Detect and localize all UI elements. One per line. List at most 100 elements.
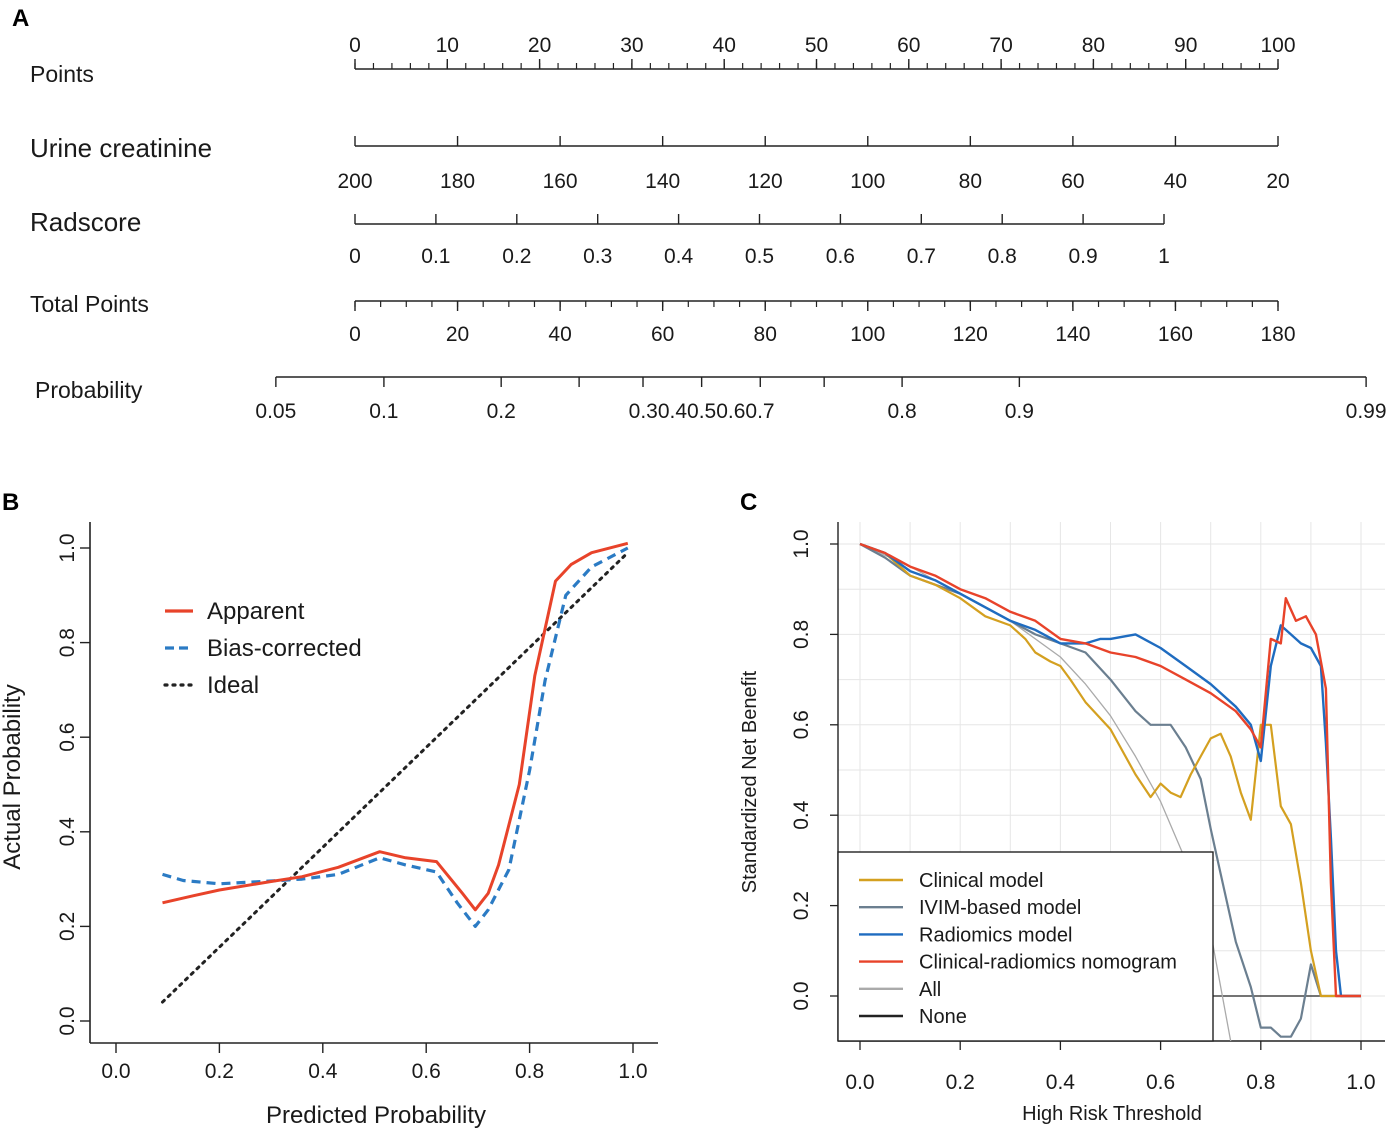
- nomogram-tick-label: 0.5: [745, 245, 774, 268]
- c-series-clinical-radiomics-nomogram: [859, 542, 1361, 998]
- nomogram-tick-label: 0: [349, 323, 361, 346]
- nomogram-tick-label: 40: [1164, 170, 1187, 193]
- c-x-tick-label: 0.6: [1146, 1071, 1175, 1094]
- nomogram-tick-label: 0.2: [487, 400, 516, 423]
- nomogram-tick-label: 80: [1082, 34, 1105, 57]
- c-legend-box: [837, 851, 1214, 1042]
- nomogram-tick-label: 80: [959, 170, 982, 193]
- c-y-tick-label: 1.0: [790, 529, 813, 558]
- nomogram-tick-label: 0.6: [826, 245, 855, 268]
- b-series-ideal: [161, 551, 630, 1004]
- nomogram-tick-label: 40: [548, 323, 571, 346]
- nomogram-tick-label: 60: [897, 34, 920, 57]
- c-series-radiomics-model: [859, 542, 1361, 998]
- c-legend-label: Clinical-radiomics nomogram: [919, 952, 1177, 974]
- c-x-tick-label: 0.0: [845, 1071, 874, 1094]
- c-x-tick-label: 0.8: [1246, 1071, 1275, 1094]
- nomogram-tick-label: 100: [1260, 34, 1295, 57]
- nomogram-tick-label: 60: [1061, 170, 1084, 193]
- nomogram-tick-label: 160: [1158, 323, 1193, 346]
- c-x-tick-label: 0.2: [946, 1071, 975, 1094]
- b-y-tick-label: 0.4: [56, 817, 79, 847]
- nomogram-tick-label: 0.9: [1005, 400, 1034, 423]
- nomogram-tick-label: 200: [337, 170, 372, 193]
- nomogram-tick-label: 80: [754, 323, 777, 346]
- c-y-tick-label: 0.4: [790, 800, 813, 830]
- c-y-axis-title: Standardized Net Benefit: [739, 670, 761, 893]
- b-x-tick-label: 0.2: [205, 1060, 234, 1083]
- nomogram-tick-label: 0: [349, 245, 361, 268]
- b-y-tick-label: 0.2: [56, 912, 79, 941]
- b-legend-label: Bias-corrected: [207, 635, 362, 662]
- panel-a-label: A: [12, 5, 29, 32]
- b-x-axis-title: Predicted Probability: [266, 1102, 486, 1129]
- nomogram-tick-label: 140: [1055, 323, 1090, 346]
- decision-curve-panel: 0.0 0.2 0.4 0.6 0.8 1.0 0.0 0.2 0.4 0.6 0.8 1.0 High…: [739, 522, 1385, 1125]
- c-y-tick-label: 0.6: [790, 710, 813, 739]
- c-legend-label: None: [919, 1006, 967, 1028]
- calibration-panel: 0.0 0.2 0.4 0.6 0.8 1.0 0.0 0.2 0.4 0.6 0.8 1.0 Pred…: [0, 522, 658, 1129]
- b-series-apparent: [162, 541, 629, 912]
- nomogram-tick-label: 40: [713, 34, 736, 57]
- nomogram-tick-label: 100: [850, 170, 885, 193]
- c-legend-label: Radiomics model: [919, 924, 1072, 946]
- nomogram-tick-label: 20: [1266, 170, 1289, 193]
- nomogram-tick-label: 50: [805, 34, 828, 57]
- b-y-axis-title: Actual Probability: [0, 684, 26, 869]
- b-x-tick-label: 0.8: [515, 1060, 544, 1083]
- nomogram-tick-label: 0.9: [1068, 245, 1097, 268]
- nomogram-tick-label: 0.1: [421, 245, 450, 268]
- nomogram-tick-label: 0.30.40.50.60.7: [629, 400, 775, 423]
- nomogram-tick-label: 120: [748, 170, 783, 193]
- nomogram-tick-label: 0.8: [988, 245, 1017, 268]
- b-x-tick-label: 0.6: [412, 1060, 441, 1083]
- nomogram-tick-label: 0.3: [583, 245, 612, 268]
- c-legend-label: IVIM-based model: [919, 897, 1081, 919]
- nomogram-label-radscore: Radscore: [30, 207, 141, 237]
- nomogram-tick-label: 140: [645, 170, 680, 193]
- nomogram-tick-label: 180: [1260, 323, 1295, 346]
- c-x-tick-label: 1.0: [1346, 1071, 1375, 1094]
- nomogram-tick-label: 0.05: [255, 400, 296, 423]
- nomogram-label-probability: Probability: [35, 377, 143, 403]
- c-x-axis-title: High Risk Threshold: [1022, 1103, 1202, 1125]
- b-x-tick-label: 1.0: [618, 1060, 647, 1083]
- b-series-bias-corrected: [162, 546, 629, 928]
- nomogram-tick-label: 20: [446, 323, 469, 346]
- nomogram-tick-label: 0.99: [1346, 400, 1387, 423]
- nomogram-label-points: Points: [30, 61, 94, 87]
- b-legend-label: Ideal: [207, 672, 259, 699]
- nomogram-tick-label: 180: [440, 170, 475, 193]
- nomogram-tick-label: 0: [349, 34, 361, 57]
- nomogram-tick-label: 0.8: [887, 400, 916, 423]
- b-x-tick-label: 0.0: [101, 1060, 130, 1083]
- nomogram-tick-label: 90: [1174, 34, 1197, 57]
- c-series-clinical-model: [859, 542, 1361, 998]
- nomogram-label-total-points: Total Points: [30, 291, 149, 317]
- nomogram-tick-label: 160: [543, 170, 578, 193]
- b-y-tick-label: 0.8: [56, 628, 79, 657]
- c-legend-label: All: [919, 979, 941, 1001]
- nomogram-tick-label: 120: [953, 323, 988, 346]
- c-y-tick-label: 0.2: [790, 891, 813, 920]
- panel-b-label: B: [2, 489, 19, 516]
- panel-c-label: C: [740, 489, 757, 516]
- nomogram-tick-label: 20: [528, 34, 551, 57]
- c-y-tick-label: 0.8: [790, 620, 813, 649]
- nomogram-tick-label: 10: [436, 34, 459, 57]
- b-y-tick-label: 0.0: [56, 1006, 79, 1035]
- nomogram-tick-label: 0.2: [502, 245, 531, 268]
- nomogram-tick-label: 0.4: [664, 245, 694, 268]
- b-x-tick-label: 0.4: [308, 1060, 338, 1083]
- nomogram-tick-label: 60: [651, 323, 674, 346]
- c-legend-label: Clinical model: [919, 870, 1044, 892]
- c-x-tick-label: 0.4: [1046, 1071, 1076, 1094]
- nomogram-label-urine-creatinine: Urine creatinine: [30, 133, 212, 163]
- b-legend-label: Apparent: [207, 598, 305, 625]
- nomogram-tick-label: 0.1: [369, 400, 398, 423]
- nomogram-tick-label: 100: [850, 323, 885, 346]
- nomogram-tick-label: 30: [620, 34, 643, 57]
- c-y-tick-label: 0.0: [790, 981, 813, 1010]
